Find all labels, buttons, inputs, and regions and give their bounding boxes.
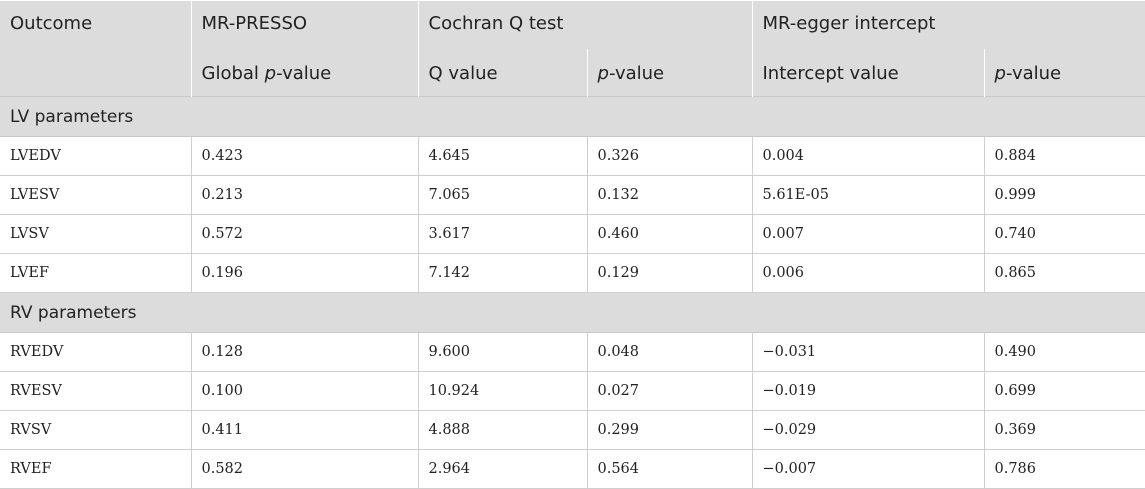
table-row: RVSV 0.411 4.888 0.299 −0.029 0.369 bbox=[0, 410, 1145, 450]
table-row: LVESV 0.213 7.065 0.132 5.61E-05 0.999 bbox=[0, 175, 1145, 215]
table-row: LVEF 0.196 7.142 0.129 0.006 0.865 bbox=[0, 253, 1145, 293]
table-row: RVESV 0.100 10.924 0.027 −0.019 0.699 bbox=[0, 371, 1145, 411]
header-p-italic: p bbox=[994, 62, 1006, 84]
cell-egger-p: 0.740 bbox=[983, 214, 1145, 254]
cell-cochran-p: 0.027 bbox=[586, 371, 753, 411]
table-row: LVEDV 0.423 4.645 0.326 0.004 0.884 bbox=[0, 136, 1145, 176]
header-p-italic: p bbox=[264, 62, 277, 84]
cell-global-p: 0.582 bbox=[190, 449, 419, 489]
cell-egger-p: 0.999 bbox=[983, 175, 1145, 215]
cell-egger-p: 0.490 bbox=[983, 332, 1145, 372]
header-intercept-value: Intercept value bbox=[751, 48, 985, 97]
table-row: RVEF 0.582 2.964 0.564 −0.007 0.786 bbox=[0, 449, 1145, 489]
cell-q-value: 4.645 bbox=[417, 136, 588, 176]
cell-intercept: 0.007 bbox=[751, 214, 985, 254]
header-mr-presso: MR-PRESSO bbox=[190, 0, 419, 49]
cell-q-value: 7.142 bbox=[417, 253, 588, 293]
cell-q-value: 2.964 bbox=[417, 449, 588, 489]
table-row: LVSV 0.572 3.617 0.460 0.007 0.740 bbox=[0, 214, 1145, 254]
cell-q-value: 3.617 bbox=[417, 214, 588, 254]
header-p-italic: p bbox=[597, 62, 609, 84]
cell-outcome: LVEF bbox=[0, 253, 192, 293]
cell-global-p: 0.572 bbox=[190, 214, 419, 254]
cell-outcome: LVEDV bbox=[0, 136, 192, 176]
cell-outcome: RVEF bbox=[0, 449, 192, 489]
cell-egger-p: 0.865 bbox=[983, 253, 1145, 293]
cell-cochran-p: 0.299 bbox=[586, 410, 753, 450]
cell-outcome: LVESV bbox=[0, 175, 192, 215]
cell-intercept: 0.004 bbox=[751, 136, 985, 176]
header-cochran-q-test: Cochran Q test bbox=[417, 0, 753, 49]
header-q-value: Q value bbox=[417, 48, 588, 97]
cell-outcome: LVSV bbox=[0, 214, 192, 254]
section-title: RV parameters bbox=[0, 292, 1145, 333]
cell-cochran-p: 0.048 bbox=[586, 332, 753, 372]
cell-outcome: RVEDV bbox=[0, 332, 192, 372]
cell-outcome: RVSV bbox=[0, 410, 192, 450]
cell-cochran-p: 0.326 bbox=[586, 136, 753, 176]
cell-cochran-p: 0.132 bbox=[586, 175, 753, 215]
cell-global-p: 0.128 bbox=[190, 332, 419, 372]
cell-q-value: 10.924 bbox=[417, 371, 588, 411]
cell-egger-p: 0.884 bbox=[983, 136, 1145, 176]
cell-intercept: −0.031 bbox=[751, 332, 985, 372]
cell-global-p: 0.100 bbox=[190, 371, 419, 411]
cell-global-p: 0.213 bbox=[190, 175, 419, 215]
header-global-prefix: Global bbox=[201, 62, 265, 84]
cell-outcome: RVESV bbox=[0, 371, 192, 411]
cell-egger-p: 0.786 bbox=[983, 449, 1145, 489]
cell-intercept: −0.019 bbox=[751, 371, 985, 411]
header-value-suffix: -value bbox=[276, 62, 332, 84]
cell-global-p: 0.423 bbox=[190, 136, 419, 176]
cell-intercept: −0.029 bbox=[751, 410, 985, 450]
header-cochran-p-value: p-value bbox=[586, 48, 753, 97]
cell-q-value: 4.888 bbox=[417, 410, 588, 450]
section-row-lv: LV parameters bbox=[0, 96, 1145, 137]
cell-cochran-p: 0.129 bbox=[586, 253, 753, 293]
cell-cochran-p: 0.460 bbox=[586, 214, 753, 254]
cell-intercept: −0.007 bbox=[751, 449, 985, 489]
cell-egger-p: 0.699 bbox=[983, 371, 1145, 411]
header-mr-egger-intercept: MR-egger intercept bbox=[751, 0, 1145, 49]
header-row-1: Outcome MR-PRESSO Cochran Q test MR-egge… bbox=[0, 0, 1145, 97]
cell-q-value: 9.600 bbox=[417, 332, 588, 372]
cell-global-p: 0.196 bbox=[190, 253, 419, 293]
header-global-p-value: Global p-value bbox=[190, 48, 419, 97]
cell-cochran-p: 0.564 bbox=[586, 449, 753, 489]
header-outcome: Outcome bbox=[0, 0, 192, 97]
header-egger-p-value: p-value bbox=[983, 48, 1145, 97]
section-row-rv: RV parameters bbox=[0, 292, 1145, 333]
cell-q-value: 7.065 bbox=[417, 175, 588, 215]
section-title: LV parameters bbox=[0, 96, 1145, 137]
cell-egger-p: 0.369 bbox=[983, 410, 1145, 450]
table-row: RVEDV 0.128 9.600 0.048 −0.031 0.490 bbox=[0, 332, 1145, 372]
header-value-suffix: -value bbox=[1005, 62, 1062, 84]
cell-intercept: 5.61E-05 bbox=[751, 175, 985, 215]
cell-intercept: 0.006 bbox=[751, 253, 985, 293]
header-value-suffix: -value bbox=[608, 62, 665, 84]
cell-global-p: 0.411 bbox=[190, 410, 419, 450]
header-row-2: Global p-value Q value p-value Intercept… bbox=[0, 48, 1145, 97]
